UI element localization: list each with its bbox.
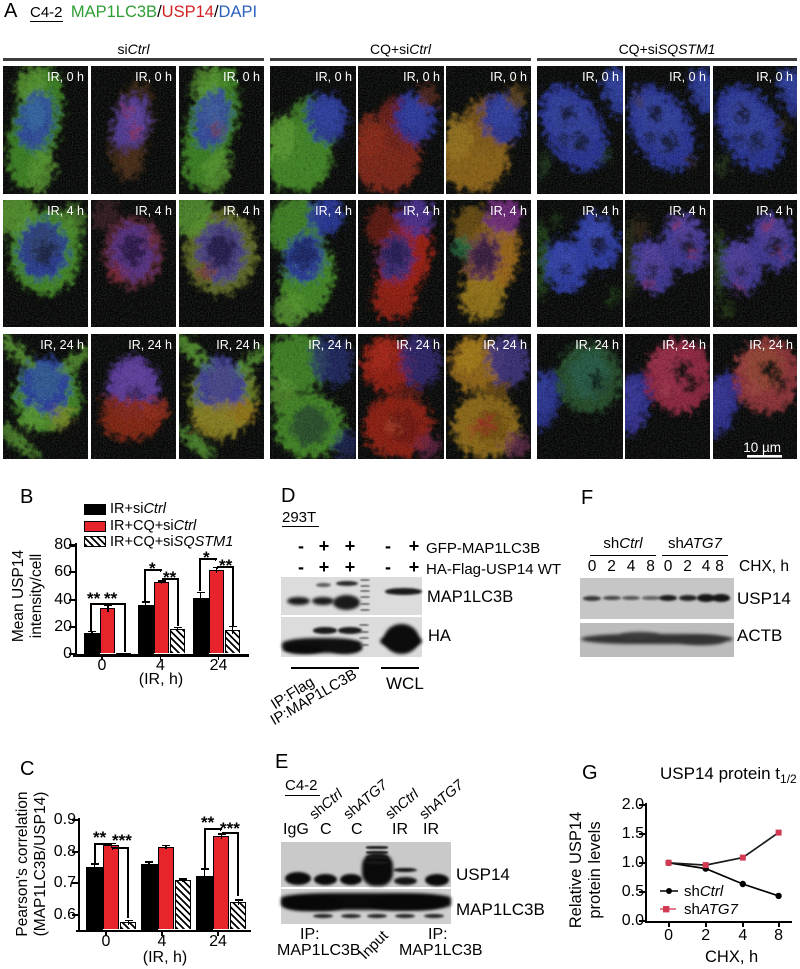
svg-text:IR, 4 h: IR, 4 h [223,204,260,218]
svg-text:IR, 4 h: IR, 4 h [756,204,793,218]
svg-text:IR, 0 h: IR, 0 h [490,70,527,84]
svg-text:IR, 0 h: IR, 0 h [223,70,260,84]
svg-text:IR, 24 h: IR, 24 h [40,338,84,352]
svg-text:IR, 4 h: IR, 4 h [315,204,352,218]
svg-text:IR, 0 h: IR, 0 h [669,70,706,84]
svg-text:IR, 0 h: IR, 0 h [582,70,619,84]
svg-text:IR, 24 h: IR, 24 h [216,338,260,352]
svg-text:IR, 4 h: IR, 4 h [47,204,84,218]
svg-text:IR, 0 h: IR, 0 h [315,70,352,84]
svg-text:IR, 24 h: IR, 24 h [749,338,793,352]
svg-text:IR, 24 h: IR, 24 h [483,338,527,352]
svg-text:IR, 4 h: IR, 4 h [669,204,706,218]
svg-text:IR, 24 h: IR, 24 h [128,338,172,352]
svg-text:IR, 24 h: IR, 24 h [575,338,619,352]
svg-text:IR, 4 h: IR, 4 h [490,204,527,218]
svg-text:IR, 0 h: IR, 0 h [135,70,172,84]
svg-text:IR, 0 h: IR, 0 h [756,70,793,84]
svg-text:IR, 4 h: IR, 4 h [135,204,172,218]
svg-text:IR, 24 h: IR, 24 h [396,338,440,352]
svg-text:IR, 0 h: IR, 0 h [47,70,84,84]
svg-text:IR, 4 h: IR, 4 h [582,204,619,218]
svg-text:IR, 24 h: IR, 24 h [308,338,352,352]
svg-text:10 µm: 10 µm [743,440,781,455]
svg-text:IR, 24 h: IR, 24 h [662,338,706,352]
svg-text:IR, 0 h: IR, 0 h [403,70,440,84]
svg-text:IR, 4 h: IR, 4 h [403,204,440,218]
